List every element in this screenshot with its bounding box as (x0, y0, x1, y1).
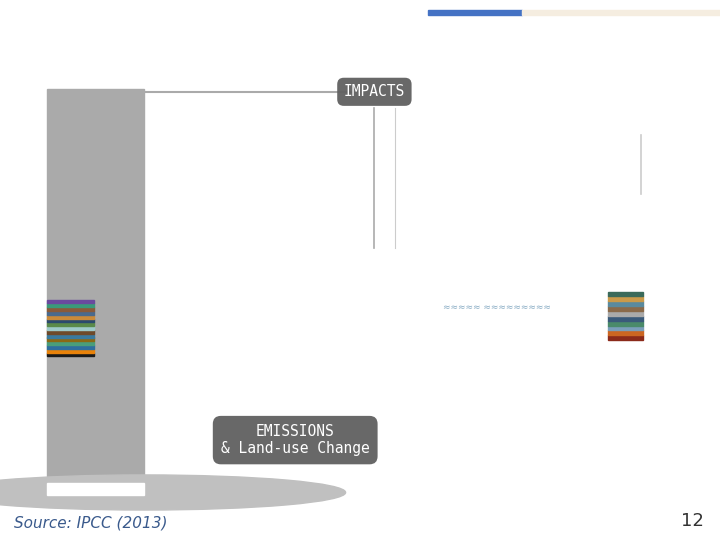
Bar (47, 319, 94, 322)
Bar (608, 311, 643, 316)
Bar (608, 296, 643, 301)
Bar (608, 292, 643, 296)
Bar (47, 353, 94, 356)
Bar (608, 335, 643, 340)
Bar (608, 301, 643, 306)
Bar (47, 334, 94, 338)
Bar (47, 341, 94, 345)
Bar (608, 316, 643, 321)
Bar (47, 322, 94, 326)
Text: Source: IPCC (2013): Source: IPCC (2013) (14, 515, 168, 530)
Bar (47, 349, 94, 353)
Text: 12: 12 (681, 512, 704, 530)
Bar (608, 330, 643, 335)
Ellipse shape (0, 475, 346, 510)
Bar (47, 345, 94, 349)
Bar (47, 89, 144, 494)
Text: EMISSIONS
& Land-use Change: EMISSIONS & Land-use Change (221, 424, 369, 456)
Text: ≈≈≈≈≈ ≈≈≈≈≈≈≈≈≈: ≈≈≈≈≈ ≈≈≈≈≈≈≈≈≈ (443, 303, 551, 312)
Bar (47, 483, 144, 495)
Bar (608, 326, 643, 330)
Bar (428, 10, 522, 15)
Bar (608, 321, 643, 326)
Bar (47, 338, 94, 341)
Bar (47, 307, 94, 311)
Bar (47, 326, 94, 330)
Bar (47, 303, 94, 307)
Bar (47, 311, 94, 315)
Bar (47, 330, 94, 334)
Bar (47, 315, 94, 319)
Text: IMPACTS: IMPACTS (343, 84, 405, 99)
Bar (47, 300, 94, 303)
Bar (522, 10, 720, 15)
Bar (608, 306, 643, 311)
